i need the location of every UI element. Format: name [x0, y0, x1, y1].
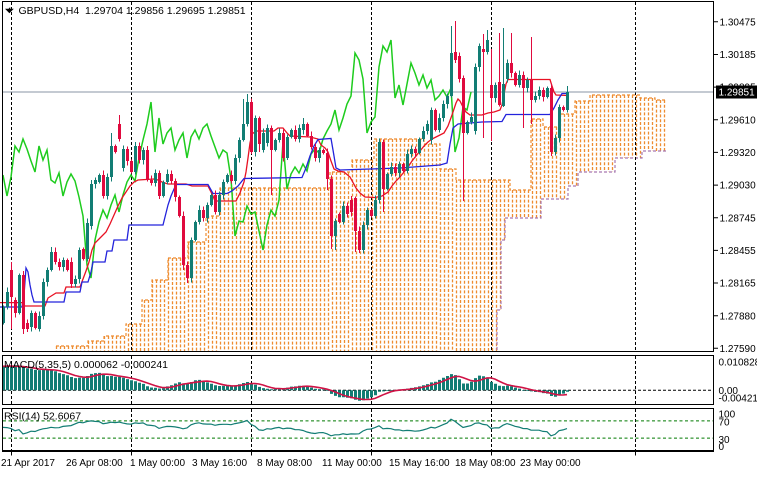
svg-text:11 May 00:00: 11 May 00:00	[322, 458, 382, 469]
svg-text:1.29320: 1.29320	[720, 148, 757, 159]
svg-text:1.30475: 1.30475	[720, 17, 757, 28]
svg-text:1.28455: 1.28455	[720, 246, 757, 257]
svg-text:1.28165: 1.28165	[720, 279, 757, 290]
svg-text:26 Apr 08:00: 26 Apr 08:00	[66, 458, 123, 469]
svg-text:1.27880: 1.27880	[720, 311, 757, 322]
svg-text:1.29030: 1.29030	[720, 181, 757, 192]
svg-text:70: 70	[719, 418, 731, 429]
svg-text:0.010828: 0.010828	[719, 357, 757, 368]
svg-text:3 May 16:00: 3 May 16:00	[192, 458, 247, 469]
svg-text:21 Apr 2017: 21 Apr 2017	[1, 458, 55, 469]
svg-text:1.27590: 1.27590	[720, 344, 757, 355]
svg-text:RSI(14) 52.6067: RSI(14) 52.6067	[4, 411, 81, 423]
svg-text:GBPUSD,H4 1.29704 1.29856 1.2: GBPUSD,H4 1.29704 1.29856 1.29695 1.2985…	[19, 5, 246, 17]
svg-text:1 May 00:00: 1 May 00:00	[130, 458, 185, 469]
svg-text:0: 0	[719, 442, 725, 453]
svg-text:1.29610: 1.29610	[720, 115, 757, 126]
svg-text:1.28745: 1.28745	[720, 213, 757, 224]
svg-text:1.29851: 1.29851	[719, 88, 756, 99]
svg-text:MACD(5,35,5) 0.000062 -0.00024: MACD(5,35,5) 0.000062 -0.000241	[4, 359, 168, 371]
svg-text:23 May 00:00: 23 May 00:00	[520, 458, 581, 469]
svg-text:1.30185: 1.30185	[720, 50, 757, 61]
svg-text:8 May 08:00: 8 May 08:00	[257, 458, 312, 469]
svg-text:18 May 08:00: 18 May 08:00	[455, 458, 516, 469]
svg-text:15 May 16:00: 15 May 16:00	[389, 458, 450, 469]
